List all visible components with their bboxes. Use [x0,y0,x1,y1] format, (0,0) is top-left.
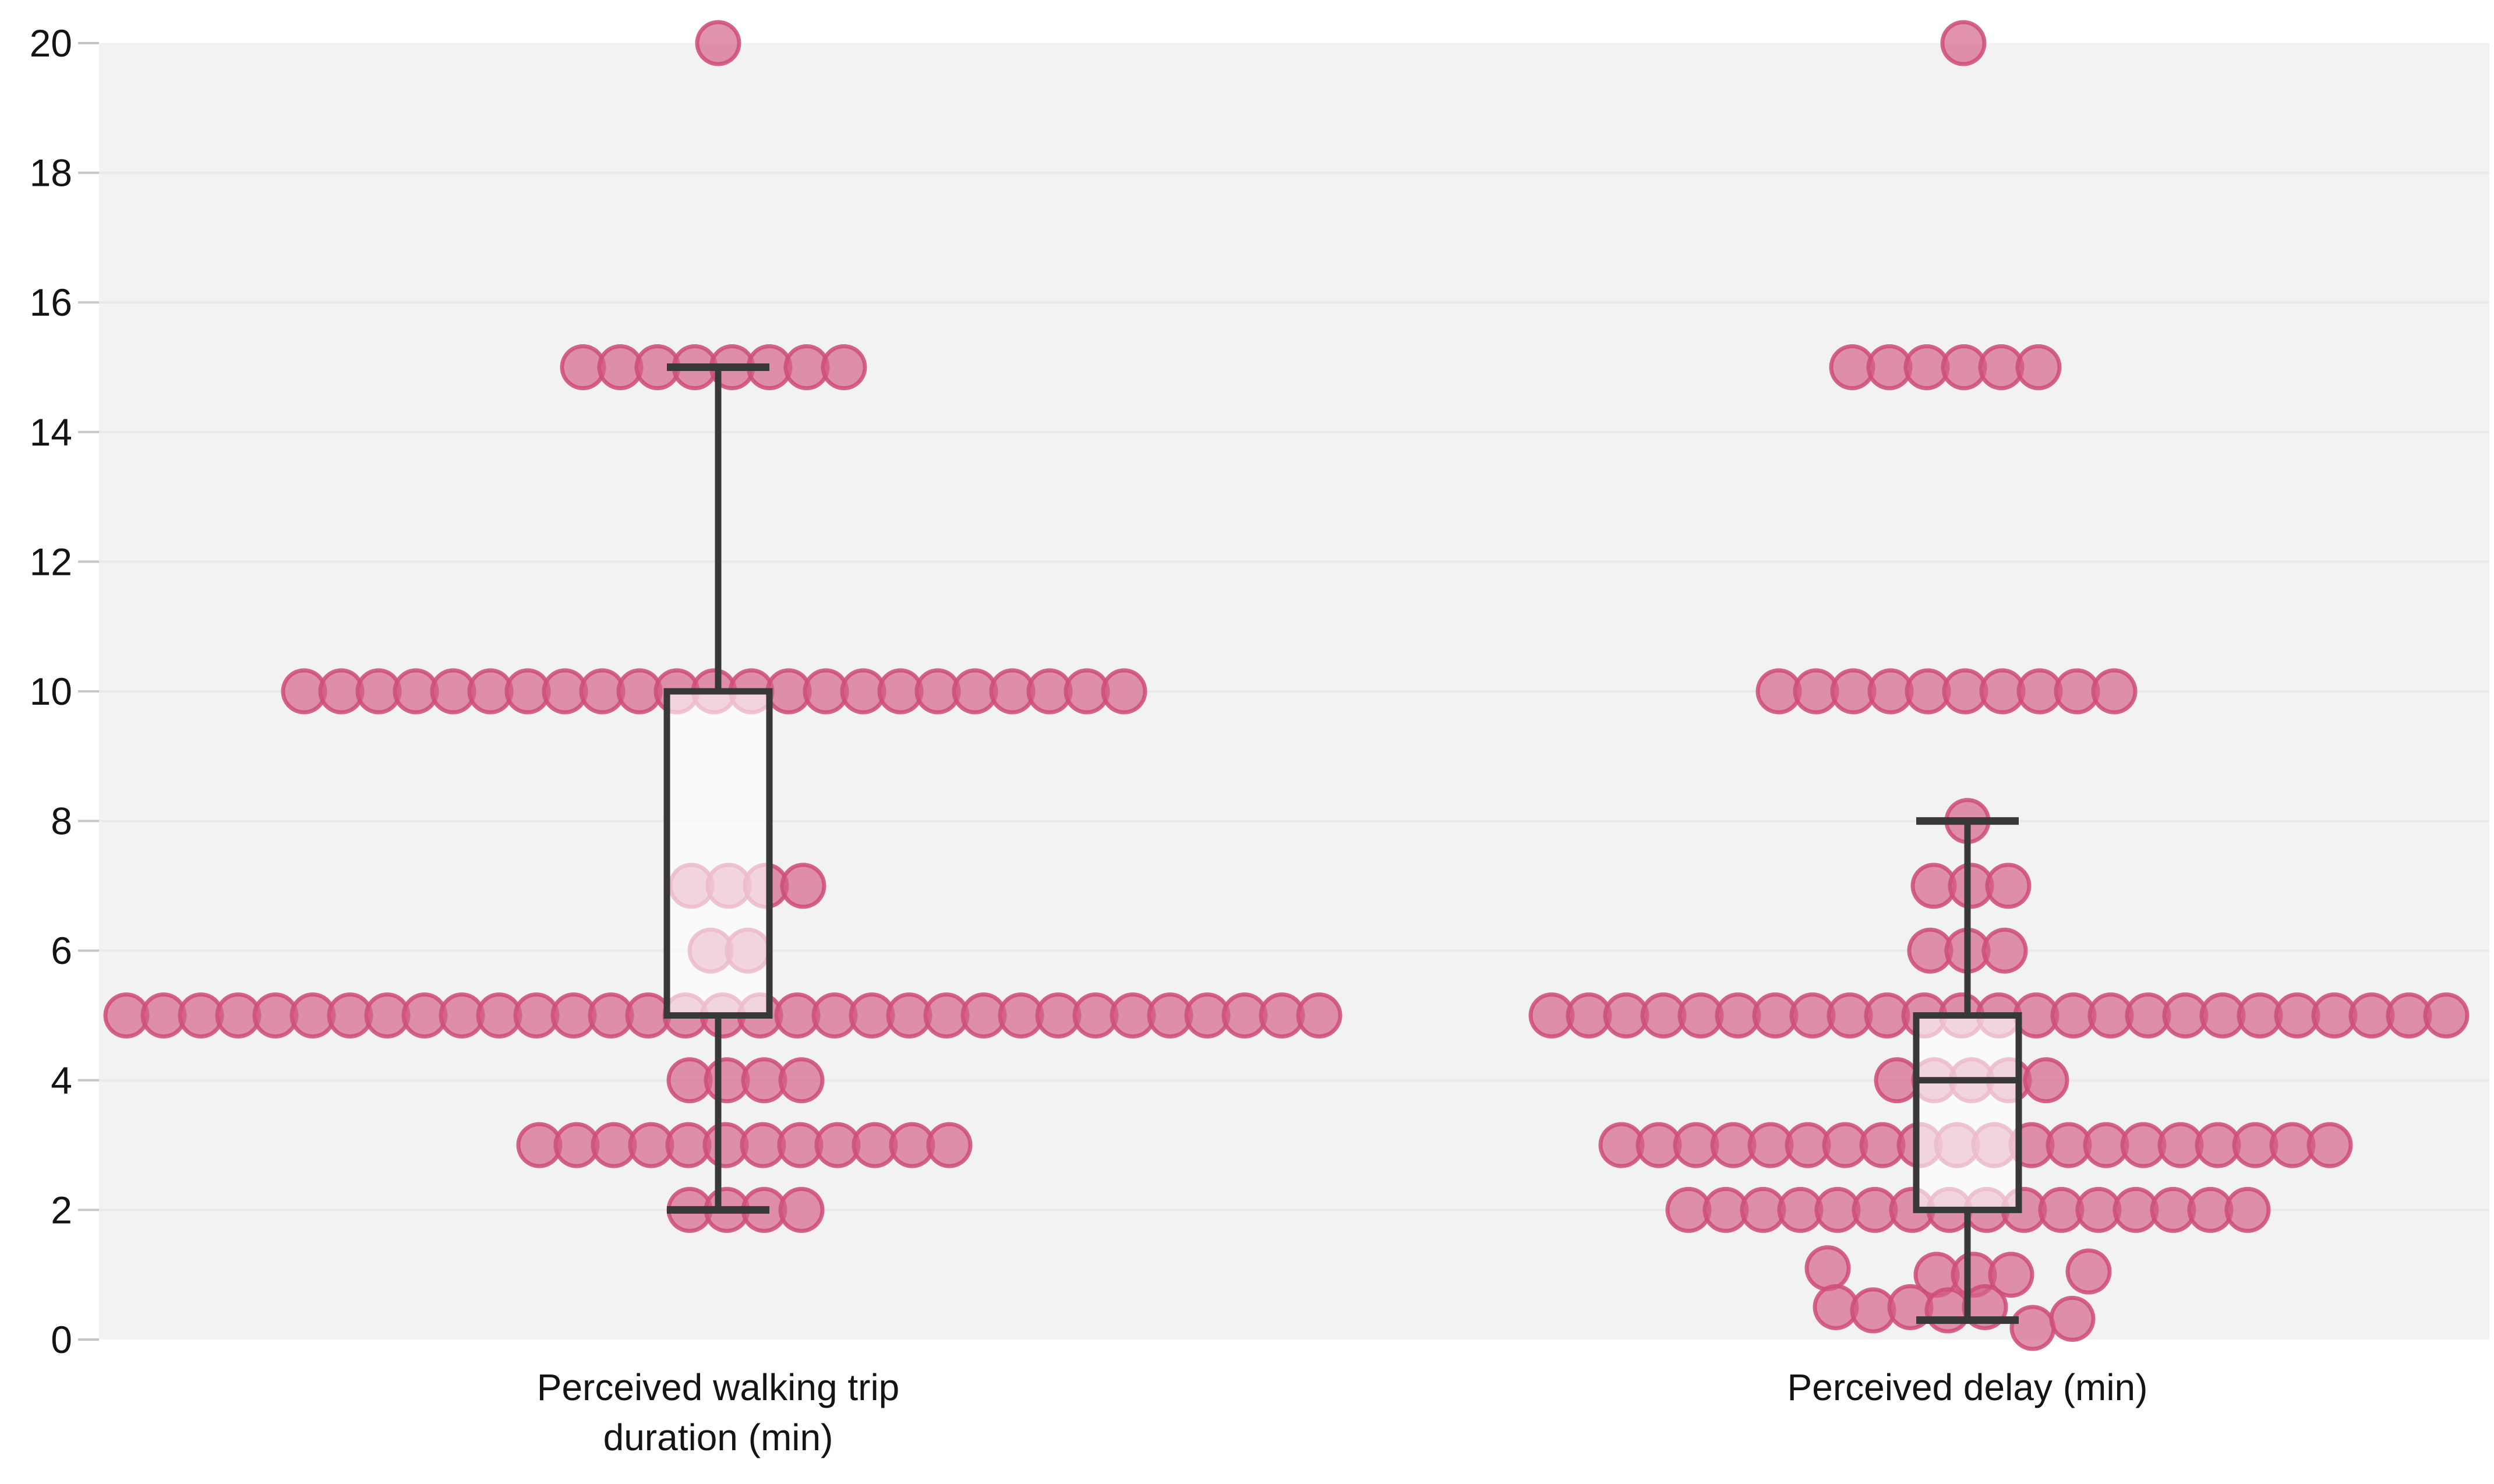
data-dot [1985,863,2032,909]
y-tick-label-0: 0 [51,1318,72,1361]
data-dot [2065,1248,2112,1295]
y-axis-labels: 0 2 4 6 8 10 12 14 16 18 20 [30,22,72,1361]
y-axis-ticks [78,42,99,1341]
y-tick-label-6: 6 [51,929,72,972]
y-tick-label-18: 18 [30,151,72,195]
x-category-label-line: duration (min) [603,1416,833,1458]
data-dot [1981,927,2028,974]
data-dot [1988,1252,2034,1298]
data-dot [821,344,867,390]
data-dot [2023,1057,2069,1104]
data-dot [2049,1295,2096,1342]
y-tick-label-16: 16 [30,281,72,324]
data-dot [778,1186,825,1233]
data-dot [926,1122,973,1168]
y-tick-label-10: 10 [30,670,72,713]
data-dot [695,20,741,66]
data-dot [2224,1186,2271,1233]
data-dot [2306,1122,2353,1168]
data-dot [1804,1245,1851,1292]
data-dot [2009,1305,2056,1351]
y-tick-label-14: 14 [30,411,72,454]
box-border-perceived-delay [1913,1012,2022,1213]
x-category-label-perceived-delay: Perceived delay (min) [1788,1366,2148,1408]
box-fill-walking-trip-duration [667,691,769,1016]
x-category-label-line: Perceived delay (min) [1788,1366,2148,1408]
y-tick-label-12: 12 [30,540,72,583]
data-dot [2423,992,2470,1038]
dots-perceived-delay [1528,20,2470,1351]
y-tick-label-8: 8 [51,800,72,843]
group-perceived-delay: Perceived delay (min) [1528,20,2470,1408]
data-dot [1940,20,1987,66]
y-tick-label-2: 2 [51,1188,72,1231]
data-dot [2015,344,2062,390]
group-walking-trip-duration: Perceived walking trip duration (min) [103,20,1343,1458]
data-dot [778,1057,825,1104]
data-dot [2091,668,2138,715]
y-tick-label-4: 4 [51,1059,72,1102]
data-dot [780,863,826,909]
data-dot [1296,992,1343,1038]
y-tick-label-20: 20 [30,22,72,65]
x-category-label-line: Perceived walking trip [537,1366,900,1408]
x-category-label-walking-trip-duration: Perceived walking trip duration (min) [537,1366,900,1458]
box-fill-perceived-delay [1916,1015,2019,1210]
data-dot [1101,668,1147,715]
